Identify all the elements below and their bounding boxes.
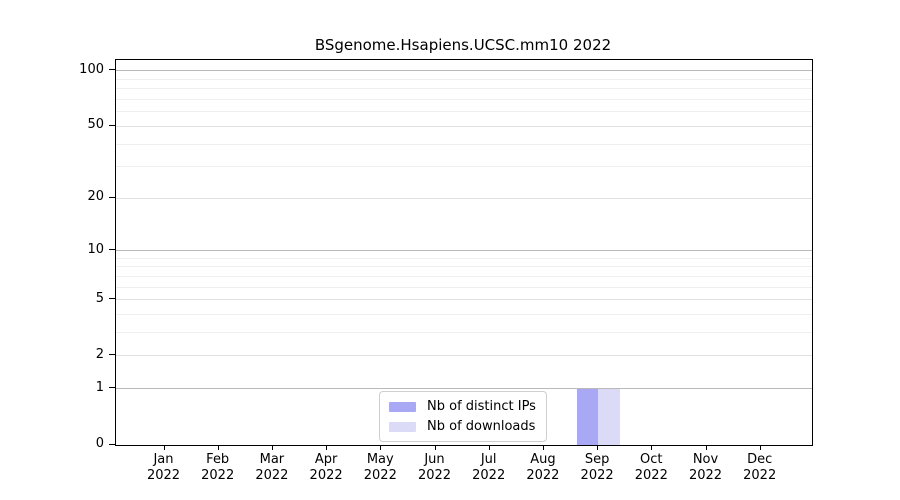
legend-label-downloads: Nb of downloads [427, 419, 536, 434]
y-tick-label-50: 50 [87, 117, 104, 133]
x-tick-mark-2 [271, 445, 273, 450]
x-tick-mark-7 [542, 445, 544, 450]
gridline-minor-40 [116, 143, 812, 145]
x-tick-mark-8 [597, 445, 599, 450]
y-tick-label-0: 0 [95, 436, 104, 451]
x-tick-label-8: Sep 2022 [580, 452, 614, 483]
gridline-minor-4 [116, 314, 812, 316]
plot-area [115, 59, 813, 446]
bar-distinct-ips-sep-2022 [576, 388, 599, 445]
x-tick-mark-3 [326, 445, 328, 450]
gridline-major-1 [116, 388, 812, 390]
x-tick-label-1: Feb 2022 [201, 452, 235, 483]
x-tick-mark-11 [759, 445, 761, 450]
legend-swatch-downloads [389, 421, 416, 432]
x-tick-label-4: May 2022 [363, 452, 397, 483]
y-tick-mark-1 [109, 387, 115, 389]
gridline-major-100 [116, 70, 812, 72]
gridline-minor-90 [116, 78, 812, 80]
x-tick-label-3: Apr 2022 [309, 452, 343, 483]
x-tick-mark-10 [705, 445, 707, 450]
x-tick-mark-6 [488, 445, 490, 450]
legend-swatch-distinct-ips [389, 401, 416, 412]
x-tick-label-11: Dec 2022 [743, 452, 777, 483]
x-tick-label-6: Jul 2022 [472, 452, 506, 483]
gridline-major-50 [116, 125, 812, 127]
x-tick-mark-9 [651, 445, 653, 450]
y-tick-mark-20 [109, 196, 115, 198]
y-tick-label-1: 1 [95, 379, 104, 395]
gridline-minor-8 [116, 266, 812, 268]
x-tick-mark-1 [217, 445, 219, 450]
x-tick-label-10: Nov 2022 [688, 452, 723, 483]
x-tick-label-0: Jan 2022 [146, 452, 181, 483]
y-tick-mark-100 [109, 69, 115, 71]
y-tick-mark-2 [109, 354, 115, 356]
x-tick-mark-4 [380, 445, 382, 450]
gridline-major-20 [116, 197, 812, 199]
x-tick-label-7: Aug 2022 [526, 452, 560, 483]
y-tick-mark-10 [109, 249, 115, 251]
x-tick-mark-0 [163, 445, 165, 450]
gridline-minor-7 [116, 275, 812, 277]
gridline-minor-70 [116, 99, 812, 101]
y-tick-label-10: 10 [87, 241, 104, 257]
gridline-major-2 [116, 355, 812, 357]
gridline-minor-60 [116, 111, 812, 113]
gridline-minor-30 [116, 166, 812, 168]
x-tick-mark-5 [434, 445, 436, 450]
y-tick-label-100: 100 [79, 61, 104, 77]
gridline-minor-9 [116, 257, 812, 259]
gridline-major-10 [116, 250, 812, 252]
y-tick-mark-50 [109, 124, 115, 126]
x-tick-label-5: Jun 2022 [417, 452, 452, 483]
x-tick-label-9: Oct 2022 [634, 452, 668, 483]
legend-entry-distinct-ips: Nb of distinct IPs [389, 398, 536, 415]
gridline-minor-6 [116, 286, 812, 288]
bar-downloads-sep-2022 [598, 388, 620, 445]
gridline-minor-3 [116, 332, 812, 334]
legend-entry-downloads: Nb of downloads [389, 418, 536, 435]
y-tick-mark-0 [109, 443, 115, 445]
legend-label-distinct-ips: Nb of distinct IPs [427, 399, 536, 414]
gridline-minor-80 [116, 88, 812, 90]
gridline-major-5 [116, 299, 812, 301]
legend: Nb of distinct IPs Nb of downloads [379, 391, 547, 442]
y-tick-label-2: 2 [95, 346, 104, 362]
y-tick-label-5: 5 [95, 290, 104, 306]
y-tick-mark-5 [109, 298, 115, 300]
x-tick-label-2: Mar 2022 [255, 452, 289, 483]
chart-title: BSgenome.Hsapiens.UCSC.mm10 2022 [314, 36, 612, 54]
y-tick-label-20: 20 [87, 189, 104, 205]
